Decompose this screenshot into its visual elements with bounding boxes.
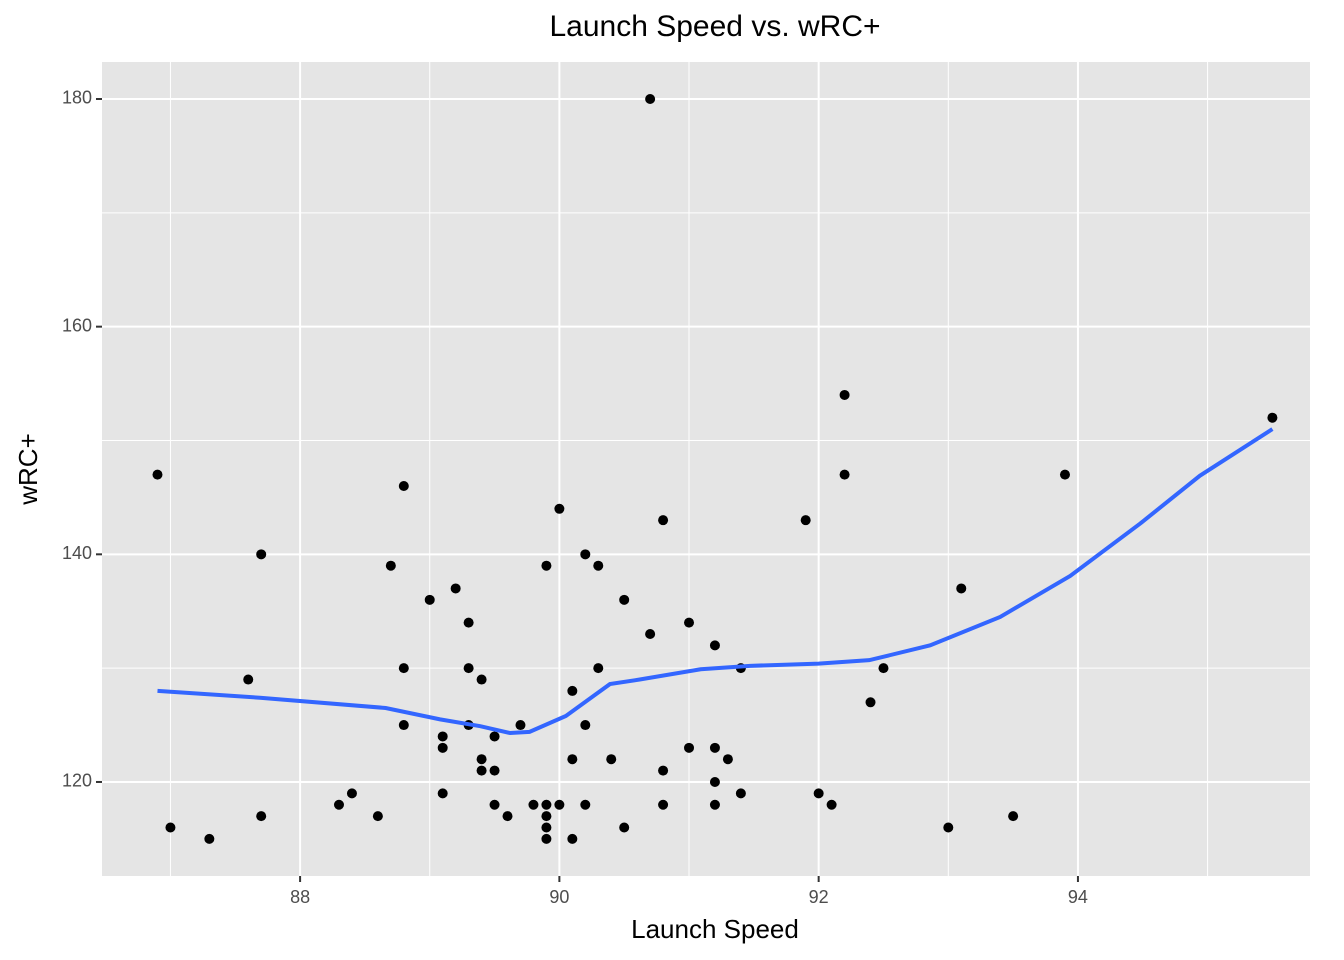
point (1267, 412, 1278, 423)
point (567, 685, 578, 696)
point (424, 594, 435, 605)
point (839, 469, 850, 480)
y-axis-label: wRC+ (13, 433, 43, 506)
point (515, 720, 526, 731)
point (541, 833, 552, 844)
point (450, 583, 461, 594)
point (826, 799, 837, 810)
point (554, 503, 565, 514)
point (152, 469, 163, 480)
point (463, 663, 474, 674)
point (567, 754, 578, 765)
point (541, 799, 552, 810)
point (735, 788, 746, 799)
chart-title: Launch Speed vs. wRC+ (549, 10, 880, 43)
point (398, 481, 409, 492)
plot-panel (102, 62, 1310, 876)
point (541, 811, 552, 822)
y-tick-label: 120 (62, 771, 92, 791)
point (619, 594, 630, 605)
point (839, 389, 850, 400)
point (165, 822, 176, 833)
point (658, 515, 669, 526)
point (580, 720, 591, 731)
point (645, 93, 656, 104)
point (709, 776, 720, 787)
point (800, 515, 811, 526)
point (1008, 811, 1019, 822)
point (333, 799, 344, 810)
point (398, 720, 409, 731)
point (722, 754, 733, 765)
point (619, 822, 630, 833)
y-tick-label: 180 (62, 88, 92, 108)
point (528, 799, 539, 810)
x-tick-label: 88 (290, 887, 310, 907)
point (709, 640, 720, 651)
point (645, 628, 656, 639)
x-tick-label: 94 (1068, 887, 1088, 907)
point (813, 788, 824, 799)
point (943, 822, 954, 833)
x-tick-label: 90 (549, 887, 569, 907)
point (489, 731, 500, 742)
point (463, 617, 474, 628)
point (554, 799, 565, 810)
point (709, 742, 720, 753)
point (878, 663, 889, 674)
point (489, 765, 500, 776)
point (541, 560, 552, 571)
point (437, 742, 448, 753)
point (593, 663, 604, 674)
x-tick-label: 92 (809, 887, 829, 907)
point (580, 549, 591, 560)
point (256, 811, 267, 822)
point (658, 765, 669, 776)
point (346, 788, 357, 799)
point (489, 799, 500, 810)
y-tick-label: 160 (62, 315, 92, 335)
point (204, 833, 215, 844)
point (593, 560, 604, 571)
point (243, 674, 254, 685)
point (709, 799, 720, 810)
point (476, 754, 487, 765)
point (256, 549, 267, 560)
point (684, 617, 695, 628)
point (658, 799, 669, 810)
point (372, 811, 383, 822)
point (580, 799, 591, 810)
point (437, 788, 448, 799)
point (437, 731, 448, 742)
point (502, 811, 513, 822)
point (541, 822, 552, 833)
point (865, 697, 876, 708)
point (956, 583, 967, 594)
y-tick-label: 140 (62, 543, 92, 563)
smooth-line (157, 427, 1274, 736)
point (476, 674, 487, 685)
point (606, 754, 617, 765)
x-axis-label: Launch Speed (631, 914, 799, 944)
point (684, 742, 695, 753)
point (385, 560, 396, 571)
point (567, 833, 578, 844)
point (398, 663, 409, 674)
point (1059, 469, 1070, 480)
point (476, 765, 487, 776)
